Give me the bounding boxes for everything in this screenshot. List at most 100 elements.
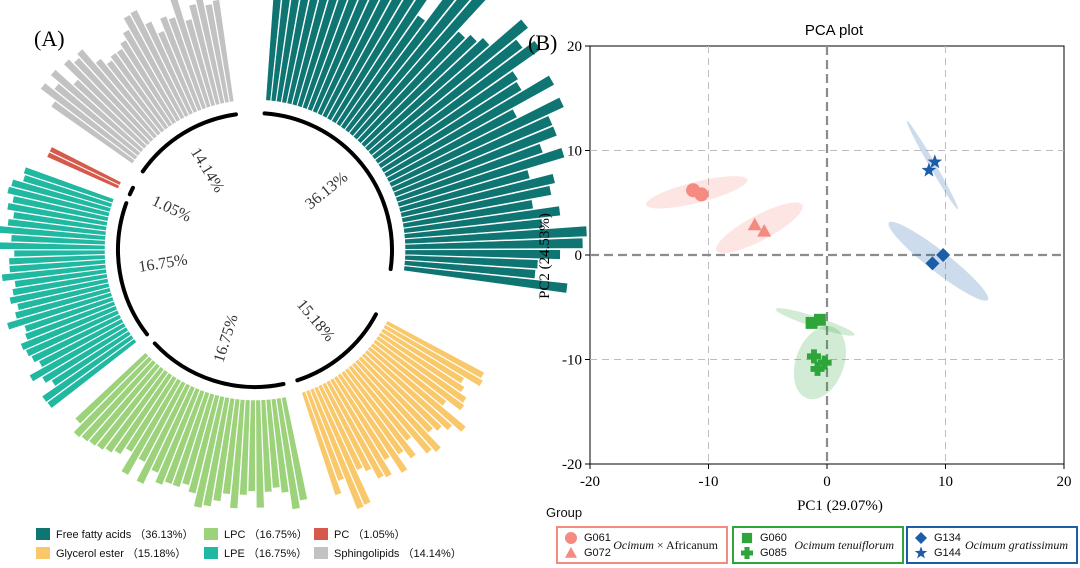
- bar-free-fatty-acids: [399, 173, 556, 218]
- bar-lpe: [14, 287, 112, 320]
- bar-lpc: [137, 380, 187, 463]
- bar-sphingolipids: [195, 0, 225, 105]
- value-label-glycerol-ester: 15.18%: [293, 296, 338, 345]
- bar-lpe: [1, 263, 107, 282]
- group-entry-g060: G060: [740, 531, 787, 545]
- bar-lpe: [20, 305, 118, 351]
- bar-pc: [48, 146, 122, 186]
- bar-glycerol-ester: [351, 361, 433, 455]
- bar-free-fatty-acids: [403, 265, 569, 294]
- legend-label: LPC （16.75%）: [224, 529, 308, 541]
- bar-sphingolipids: [39, 82, 139, 161]
- bar-lpc: [154, 387, 201, 486]
- legend-swatch: [36, 528, 50, 540]
- bar-lpe: [28, 322, 127, 383]
- bar-glycerol-ester: [375, 335, 468, 404]
- bar-lpe: [30, 313, 122, 363]
- bar-sphingolipids: [50, 100, 136, 165]
- point-g144: [921, 162, 937, 177]
- bar-free-fatty-acids: [390, 115, 554, 193]
- bar-lpe: [11, 273, 108, 297]
- pca-plot: -20-20 -10 -10 0 0 10 10 20 20: [562, 39, 1072, 490]
- bar-lpc: [80, 359, 157, 443]
- species-label: Ocimum × Africanum: [613, 538, 718, 553]
- x-tick-label: 20: [1057, 474, 1072, 490]
- x-tick-label: 0: [823, 474, 831, 490]
- plus-icon: [741, 547, 753, 559]
- bar-free-fatty-acids: [335, 0, 428, 127]
- point-g134: [936, 248, 951, 262]
- bar-glycerol-ester: [305, 389, 345, 482]
- bar-sphingolipids: [94, 57, 162, 137]
- bar-lpe: [23, 296, 115, 333]
- bar-lpc: [229, 398, 246, 509]
- bar-free-fatty-acids: [386, 108, 518, 183]
- bar-lpc: [247, 399, 256, 492]
- bar-lpe: [6, 202, 109, 227]
- bar-sphingolipids: [109, 52, 169, 131]
- bar-glycerol-ester: [367, 345, 467, 433]
- star-marker: [914, 546, 928, 559]
- legend-item-sphingolipids: Sphingolipids （14.14%）: [314, 545, 462, 561]
- bar-glycerol-ester: [301, 390, 343, 496]
- point-g134: [925, 256, 940, 271]
- bar-lpc: [265, 398, 281, 489]
- bar-lpe: [10, 178, 112, 213]
- bar-lpc: [193, 395, 225, 509]
- arc-glycerol-ester: [295, 312, 378, 383]
- bar-sphingolipids: [122, 14, 186, 120]
- bar-lpe: [8, 254, 106, 266]
- bar-lpc: [260, 399, 273, 493]
- star-icon: [914, 546, 928, 559]
- legend-label: Sphingolipids （14.14%）: [334, 548, 462, 560]
- group-entry-g134: G134: [914, 531, 961, 545]
- bar-lpc: [275, 397, 301, 510]
- bar-sphingolipids: [105, 59, 166, 134]
- point-g085: [810, 361, 825, 376]
- bar-free-fatty-acids: [348, 0, 471, 137]
- bar-free-fatty-acids: [356, 30, 466, 144]
- bar-sphingolipids: [49, 68, 145, 153]
- circle-icon: [565, 532, 577, 544]
- x-tick-label: 10: [938, 474, 953, 490]
- arc-sphingolipids: [140, 112, 238, 174]
- bar-lpc: [150, 385, 196, 474]
- legend-swatch: [314, 528, 328, 540]
- bar-free-fatty-acids: [403, 260, 536, 280]
- diamond-icon: [915, 532, 927, 544]
- bar-free-fatty-acids: [393, 125, 558, 198]
- point-g061: [694, 187, 709, 202]
- bar-free-fatty-acids: [404, 249, 561, 260]
- arc-free-fatty-acids: [262, 111, 394, 272]
- bar-sphingolipids: [159, 15, 203, 112]
- bar-lpe: [23, 166, 115, 204]
- diamond-marker: [915, 532, 927, 544]
- point-g060: [813, 313, 826, 326]
- bar-free-fatty-acids: [326, 0, 403, 122]
- bar-lpe: [0, 241, 106, 250]
- value-label-free-fatty-acids: 36.13%: [302, 169, 351, 213]
- bar-sphingolipids: [188, 3, 221, 106]
- bar-glycerol-ester: [321, 381, 373, 473]
- bar-lpc: [255, 399, 265, 509]
- arc-lpc: [152, 341, 286, 389]
- legend-item-free-fatty-acids: Free fatty acids （36.13%）: [36, 526, 194, 542]
- bar-free-fatty-acids: [388, 96, 565, 188]
- species-label: Ocimum tenuiflorum: [794, 538, 894, 553]
- bar-lpc: [135, 382, 191, 485]
- bar-lpe: [16, 282, 111, 311]
- x-tick-label: -20: [580, 474, 600, 490]
- bar-free-fatty-acids: [344, 0, 456, 134]
- bar-free-fatty-acids: [340, 14, 426, 130]
- bar-lpc: [120, 377, 182, 476]
- pca-y-axis-label: PC2 (24.53%): [537, 213, 553, 299]
- circular-bar-chart: 36.13% 15.18% 16.75% 16.75% 1.05%14.14%: [0, 0, 588, 510]
- group-entry-g085: G085: [740, 546, 787, 560]
- bar-lpe: [25, 309, 120, 358]
- bar-lpe: [11, 195, 110, 222]
- bar-lpe: [8, 259, 106, 274]
- bar-free-fatty-acids: [311, 0, 369, 114]
- bar-lpe: [22, 174, 113, 208]
- bar-glycerol-ester: [369, 342, 448, 407]
- legend-label: LPE （16.75%）: [224, 548, 308, 560]
